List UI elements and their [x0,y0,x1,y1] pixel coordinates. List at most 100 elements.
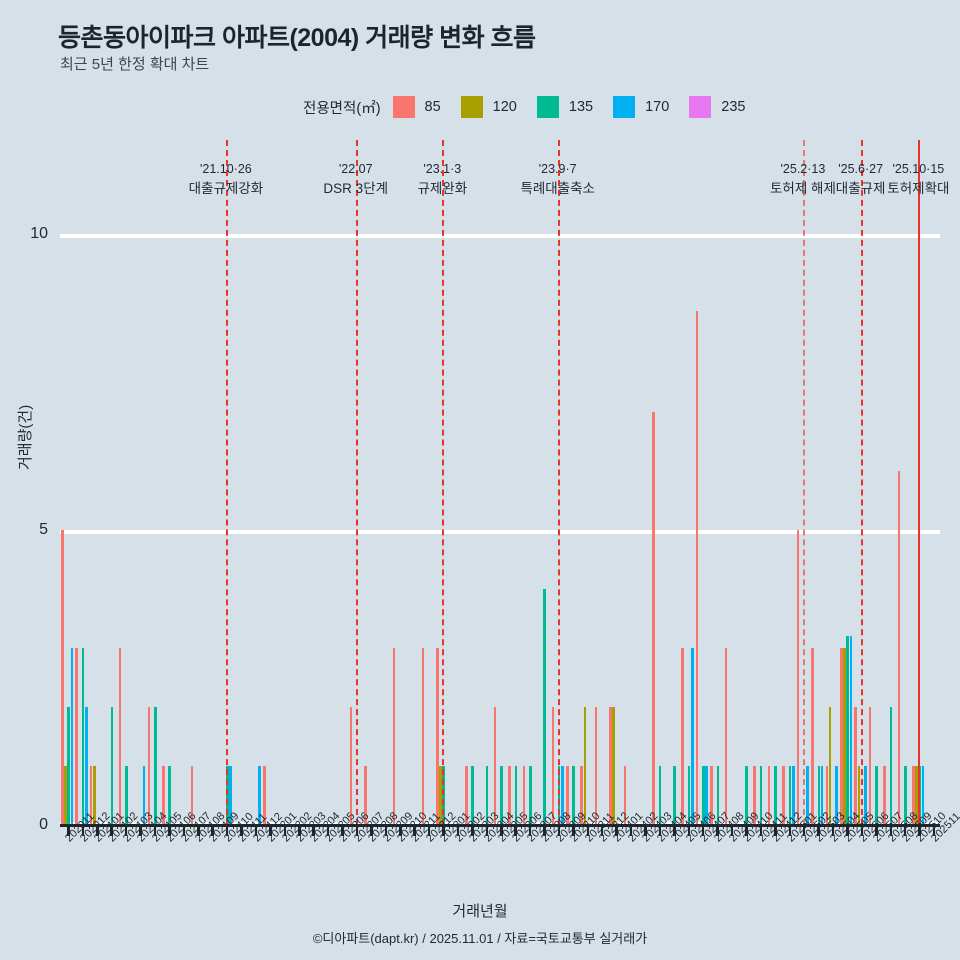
bar-202505-135[interactable] [846,636,850,825]
bar-202112-170[interactable] [258,765,261,825]
legend-item-120[interactable]: 120 [460,96,529,118]
bar-202410-135[interactable] [745,765,749,825]
bar-202507-85[interactable] [868,706,872,825]
bar-202407-170[interactable] [705,765,708,825]
legend-item-85[interactable]: 85 [392,96,453,118]
bar-202012-170[interactable] [85,706,88,825]
bar-202103-85[interactable] [118,647,122,825]
bar-202105-85[interactable] [147,706,151,825]
bar-202508-85[interactable] [883,765,886,825]
bar-202505-170[interactable] [849,636,853,825]
bar-202106-85[interactable] [161,765,165,825]
bar-202501-170[interactable] [791,765,795,825]
x-axis-tick [153,825,157,836]
bar-202309-85[interactable] [551,706,555,825]
bar-202306-135[interactable] [514,765,518,825]
bar-202208-85[interactable] [363,765,367,825]
bar-202301-120[interactable] [439,765,442,825]
bar-202307-135[interactable] [529,765,532,825]
bar-202411-85[interactable] [753,765,757,825]
bar-202201-85[interactable] [262,765,266,825]
bar-202508-135[interactable] [889,706,893,825]
bar-202505-120[interactable] [843,647,846,825]
bar-202406-85[interactable] [681,647,684,825]
bar-202106-135[interactable] [168,765,171,825]
bar-202505-85[interactable] [840,647,843,825]
bar-202311-85[interactable] [580,765,583,825]
event-name: 토허제확대 [887,181,950,196]
legend-item-235[interactable]: 235 [689,96,757,118]
bar-202304-135[interactable] [485,765,489,825]
bar-202412-135[interactable] [774,765,777,825]
bar-202301-85[interactable] [436,647,439,825]
bar-202507-135[interactable] [875,765,878,825]
bar-202310-135[interactable] [572,765,575,825]
bar-202411-135[interactable] [759,765,763,825]
bar-202509-85[interactable] [897,470,901,825]
bar-202210-85[interactable] [392,647,396,825]
legend-item-170[interactable]: 170 [613,96,681,118]
bar-202506-120[interactable] [857,765,861,825]
bar-202104-170[interactable] [142,765,146,825]
bar-202110-170[interactable] [229,765,232,825]
bar-202307-85[interactable] [522,765,526,825]
bar-202504-85[interactable] [825,765,829,825]
bar-202503-170[interactable] [820,765,824,825]
bar-202501-135[interactable] [788,765,792,825]
bar-202408-135[interactable] [716,765,720,825]
bar-202506-85[interactable] [854,706,858,825]
bar-202303-85[interactable] [464,765,468,825]
bar-202101-85[interactable] [89,765,93,825]
bar-202310-85[interactable] [565,765,569,825]
bar-202011-135[interactable] [67,706,70,825]
bar-202504-120[interactable] [828,706,832,825]
bar-202510-85[interactable] [912,765,915,825]
bar-202311-120[interactable] [583,706,587,825]
bar-202012-85[interactable] [75,647,79,825]
bar-202509-135[interactable] [904,765,907,825]
bar-202212-85[interactable] [421,647,425,825]
bar-202309-170[interactable] [561,765,564,825]
bar-202402-85[interactable] [623,765,627,825]
bar-202401-85[interactable] [609,706,612,825]
legend-item-135[interactable]: 135 [536,96,605,118]
bar-202012-135[interactable] [81,647,85,825]
bar-202405-135[interactable] [673,765,676,825]
bar-202501-85[interactable] [782,765,785,825]
bar-202406-170[interactable] [690,647,694,825]
bar-202305-85[interactable] [493,706,497,825]
bar-202011-170[interactable] [70,647,74,825]
bar-202409-85[interactable] [724,647,728,825]
bar-202506-170[interactable] [864,765,867,825]
bar-202011-120[interactable] [64,765,67,825]
bar-202303-135[interactable] [471,765,474,825]
bar-202306-85[interactable] [508,765,511,825]
bar-202412-85[interactable] [767,765,771,825]
bar-202102-135[interactable] [110,706,114,825]
bar-202504-170[interactable] [835,765,838,825]
bar-202305-135[interactable] [500,765,503,825]
bar-202207-85[interactable] [349,706,353,825]
bar-202503-135[interactable] [817,765,821,825]
bar-202406-135[interactable] [687,765,691,825]
bar-202404-85[interactable] [652,411,656,825]
bar-202502-85[interactable] [796,529,800,825]
bar-202103-135[interactable] [125,765,128,825]
bar-202105-135[interactable] [153,706,157,825]
bar-202407-85[interactable] [695,311,699,825]
gridline [60,234,940,239]
bar-202401-120[interactable] [612,706,615,825]
bar-202510-170[interactable] [921,765,925,825]
bar-202408-85[interactable] [710,765,713,825]
legend-swatch-icon [689,96,712,118]
bar-202503-85[interactable] [811,647,814,825]
bar-202407-135[interactable] [702,765,705,825]
bar-202011-85[interactable] [61,529,64,825]
bar-202502-170[interactable] [806,765,809,825]
bar-202308-135[interactable] [543,588,547,825]
bar-202312-85[interactable] [594,706,598,825]
bar-202404-135[interactable] [658,765,662,825]
bar-202108-85[interactable] [190,765,194,825]
bar-202101-120[interactable] [93,765,96,825]
bar-202510-120[interactable] [915,765,918,825]
